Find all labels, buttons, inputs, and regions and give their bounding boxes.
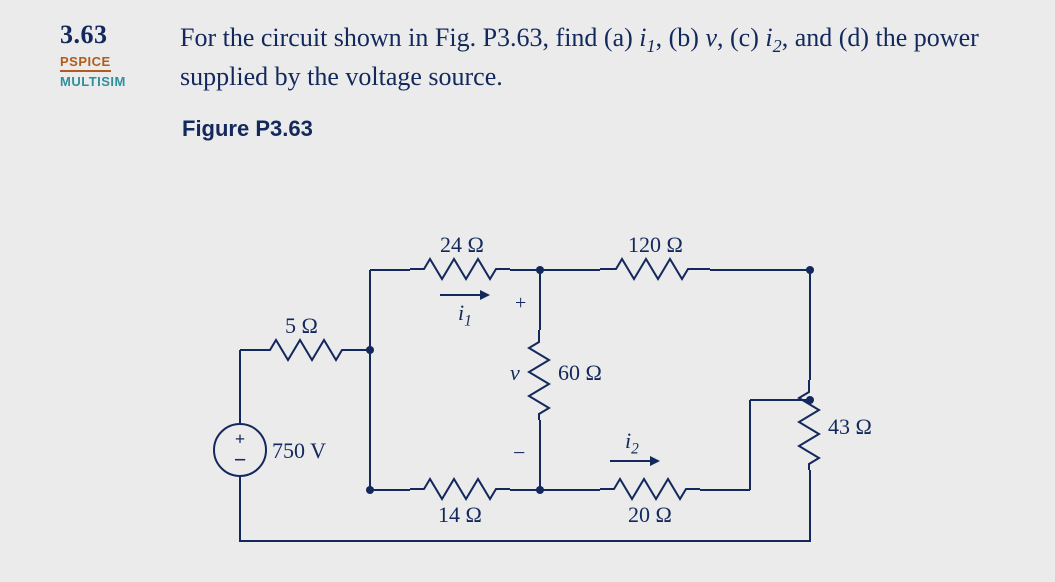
wire (539, 420, 541, 490)
r60-label: 60 Ω (558, 360, 602, 386)
wire (749, 400, 751, 490)
wire (370, 489, 410, 491)
node-a2 (366, 486, 374, 494)
r120-label: 120 Ω (628, 232, 683, 258)
i2-label: i2 (625, 428, 639, 458)
wire (369, 350, 371, 490)
wire (710, 269, 810, 271)
wire (370, 269, 410, 271)
i1-sub: 1 (464, 312, 472, 329)
i2-sub: 2 (631, 440, 639, 457)
v-label: v (510, 360, 520, 386)
v-minus: − (513, 440, 525, 466)
var-v: v (705, 23, 717, 52)
wire (510, 489, 540, 491)
wire (540, 489, 600, 491)
figure-title: Figure P3.63 (182, 116, 995, 142)
wire (239, 477, 241, 542)
i1-label: i1 (458, 300, 472, 330)
wire (809, 470, 811, 542)
r24-label: 24 Ω (440, 232, 484, 258)
v-var: v (510, 360, 520, 385)
voltage-source: + − (213, 423, 267, 477)
r14-label: 14 Ω (438, 502, 482, 528)
resistor-120 (600, 257, 710, 281)
wire (700, 489, 750, 491)
wire (539, 270, 541, 330)
r20-label: 20 Ω (628, 502, 672, 528)
problem-number: 3.63 (60, 20, 108, 50)
wire (240, 540, 811, 542)
resistor-60 (527, 330, 551, 420)
source-minus: − (234, 447, 247, 473)
pspice-tag: PSPICE (60, 54, 111, 72)
resistor-24 (410, 257, 510, 281)
var-i2-sub: 2 (773, 36, 782, 56)
text-part3: , (c) (717, 23, 765, 52)
r5-label: 5 Ω (285, 313, 318, 339)
wire (369, 270, 371, 350)
var-i2: i (765, 23, 772, 52)
text-part2: , (b) (656, 23, 706, 52)
text-part1: For the circuit shown in Fig. P3.63, fin… (180, 23, 639, 52)
source-value: 750 V (272, 438, 326, 464)
resistor-20 (600, 477, 700, 501)
var-i1: i (639, 23, 646, 52)
problem-text: For the circuit shown in Fig. P3.63, fin… (180, 20, 995, 94)
v-plus: + (515, 292, 526, 315)
resistor-5 (240, 338, 370, 362)
r43-label: 43 Ω (828, 414, 872, 440)
wire (750, 399, 810, 401)
resistor-14 (410, 477, 510, 501)
resistor-43 (797, 380, 821, 470)
multisim-tag: MULTISIM (60, 74, 126, 89)
var-i1-sub: 1 (647, 36, 656, 56)
circuit-diagram: + − 750 V 5 Ω 24 Ω i1 120 Ω 43 Ω (180, 210, 900, 560)
wire (540, 269, 600, 271)
wire (809, 270, 811, 380)
